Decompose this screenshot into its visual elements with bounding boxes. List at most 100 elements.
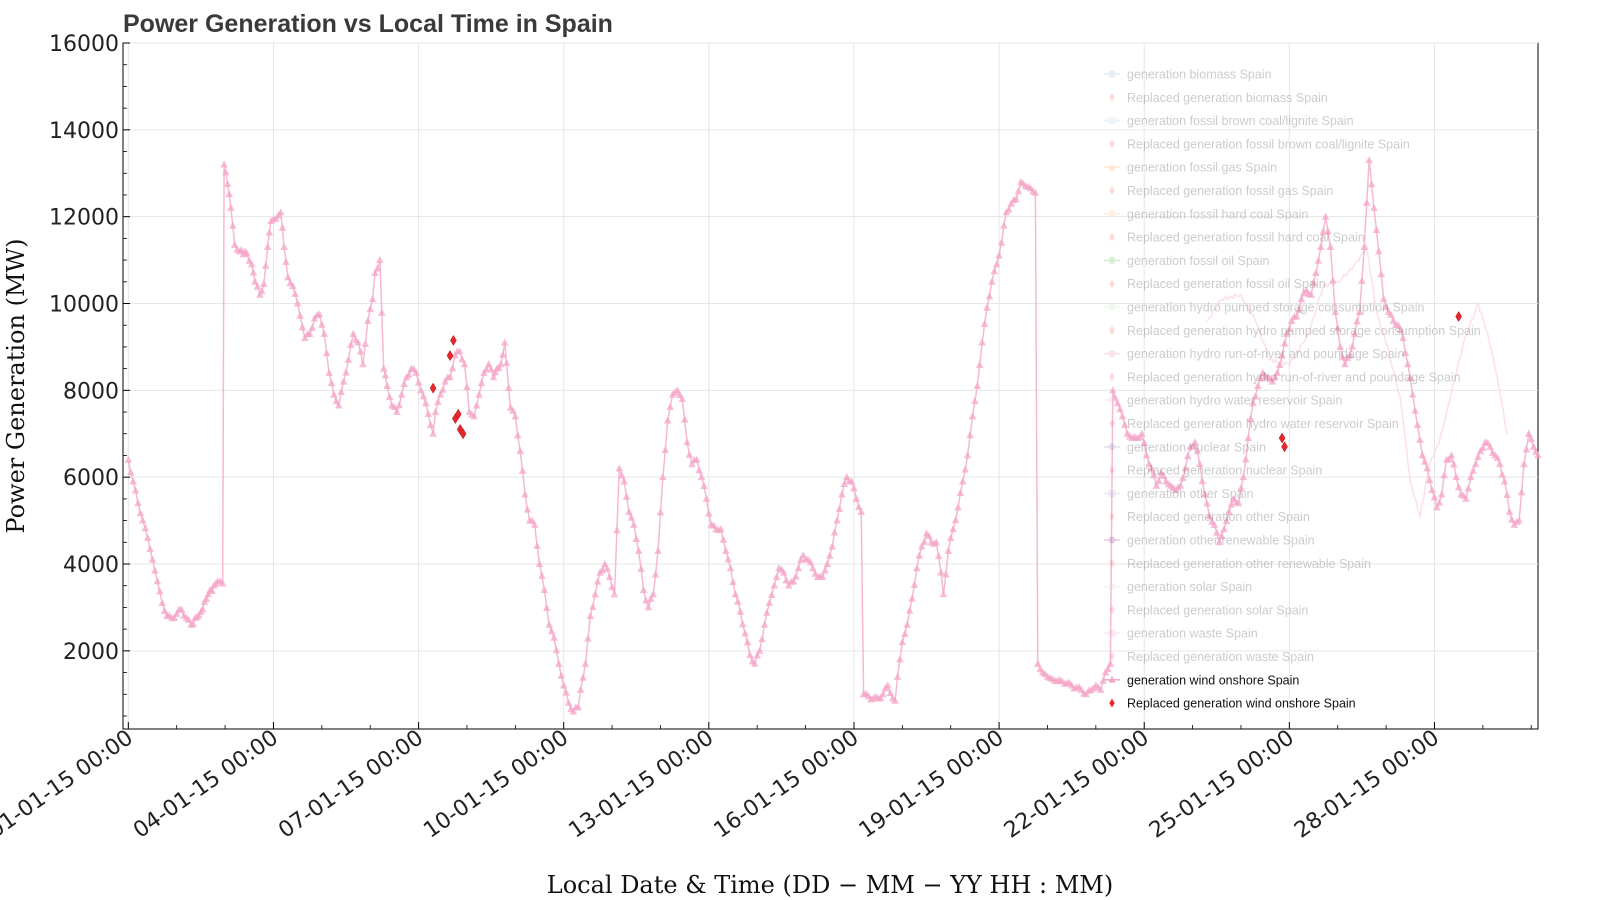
replaced-wind-point [450, 334, 457, 346]
plot-frame [122, 42, 1539, 730]
y-tick-label: 10000 [49, 293, 119, 318]
wind-onshore-point [559, 681, 568, 689]
wind-onshore-point [721, 546, 730, 554]
wind-onshore-point [758, 635, 766, 643]
wind-onshore-point [263, 242, 272, 251]
wind-onshore-point [491, 368, 500, 376]
wind-onshore-point [1138, 429, 1146, 437]
wind-onshore-point [301, 334, 309, 342]
x-tick-label: 04-01-15 00:00 [129, 725, 283, 843]
legend-marker [1109, 465, 1115, 475]
wind-onshore-point [1106, 659, 1115, 667]
wind-onshore-point [879, 690, 887, 698]
wind-onshore-point [208, 586, 216, 595]
wind-onshore-point [1522, 445, 1531, 453]
wind-onshore-point [198, 605, 207, 613]
wind-onshore-point [1336, 342, 1344, 350]
wind-onshore-point [1479, 443, 1487, 451]
wind-onshore-point [574, 703, 582, 711]
wind-onshore-point [1307, 290, 1315, 298]
y-tick-label: 8000 [63, 379, 119, 404]
wind-onshore-point [1321, 212, 1330, 220]
wind-onshore-point [1394, 321, 1402, 329]
wind-onshore-point [1525, 429, 1533, 437]
replaced-wind-point [429, 382, 437, 394]
wind-onshore-point [230, 240, 239, 248]
y-tick-label: 4000 [63, 553, 119, 578]
wind-onshore-point [1353, 317, 1361, 325]
wind-onshore-point [659, 472, 667, 481]
legend-label: Replaced generation hydro pumped storage… [1127, 324, 1481, 338]
wind-onshore-point [368, 294, 377, 303]
legend-label: generation nuclear Spain [1127, 440, 1266, 454]
legend-marker [1108, 350, 1116, 358]
replaced-wind-point [1455, 311, 1462, 323]
wind-onshore-point [753, 651, 761, 659]
wind-onshore-point [586, 611, 595, 620]
wind-onshore-point [1466, 472, 1475, 481]
wind-onshore-point [265, 228, 274, 236]
legend-marker [1108, 629, 1116, 637]
wind-onshore-point [726, 564, 735, 572]
wind-onshore-point [305, 329, 314, 337]
wind-onshore-point [959, 477, 967, 485]
wind-onshore-point [347, 340, 355, 348]
wind-onshore-point [308, 323, 316, 331]
wind-onshore-point [695, 466, 703, 474]
wind-onshore-point [1396, 325, 1405, 333]
wind-onshore-point [1498, 470, 1506, 478]
wind-onshore-point [1379, 294, 1388, 303]
wind-onshore-point [1145, 459, 1153, 467]
wind-onshore-point [170, 613, 179, 621]
wind-onshore-point [247, 260, 256, 268]
wind-onshore-point [1454, 483, 1463, 491]
legend-entry: generation fossil brown coal/lignite Spa… [1104, 114, 1354, 128]
wind-onshore-point [332, 396, 341, 405]
wind-onshore-point [891, 696, 899, 704]
wind-onshore-point [1423, 464, 1431, 472]
wind-onshore-point [446, 373, 454, 381]
wind-onshore-point [893, 672, 902, 680]
legend-label: Replaced generation solar Spain [1127, 603, 1308, 617]
wind-onshore-point [772, 572, 781, 581]
legend-entry: Replaced generation waste Spain [1109, 650, 1314, 664]
legend-entry: generation fossil gas Spain [1104, 161, 1277, 175]
x-tick-label: 10-01-15 00:00 [419, 725, 573, 843]
wind-onshore-point [685, 450, 694, 458]
wind-onshore-point [809, 564, 817, 572]
wind-onshore-point [855, 502, 863, 511]
wind-onshore-point [1273, 368, 1282, 376]
legend-entry: Replaced generation wind onshore Spain [1109, 697, 1356, 711]
wind-onshore-point [1196, 459, 1204, 468]
wind-onshore-point [146, 544, 154, 553]
wind-onshore-point [724, 555, 732, 563]
wind-onshore-point [925, 531, 933, 540]
wind-onshore-point [222, 168, 230, 176]
x-tick-label: 01-01-15 00:00 [0, 725, 138, 843]
wind-onshore-point [1375, 247, 1383, 255]
wind-onshore-point [1203, 499, 1211, 507]
wind-onshore-point [330, 390, 338, 398]
wind-onshore-point [278, 223, 287, 231]
wind-onshore-point [818, 572, 827, 580]
legend-label: generation hydro water reservoir Spain [1127, 394, 1342, 408]
legend-label: Replaced generation other Spain [1127, 510, 1310, 524]
wind-onshore-point [852, 494, 861, 502]
wind-onshore-point [584, 634, 592, 642]
legend-entry: generation nuclear Spain [1104, 440, 1266, 454]
x-tick-label: 28-01-15 00:00 [1290, 725, 1444, 843]
wind-onshore-point [1295, 305, 1303, 313]
legend-label: generation solar Spain [1127, 580, 1252, 594]
wind-onshore-point [1406, 373, 1415, 382]
wind-onshore-point [124, 455, 133, 463]
x-tick-label: 07-01-15 00:00 [274, 725, 428, 843]
wind-onshore-point [489, 373, 498, 381]
wind-onshore-point [1326, 242, 1335, 251]
wind-onshore-point [1411, 406, 1419, 414]
wind-onshore-point [229, 221, 237, 229]
wind-onshore-point [985, 292, 994, 300]
wind-onshore-point [460, 360, 469, 368]
wind-onshore-point [746, 650, 754, 659]
y-tick-label: 12000 [49, 206, 119, 231]
wind-onshore-point [1268, 377, 1277, 385]
